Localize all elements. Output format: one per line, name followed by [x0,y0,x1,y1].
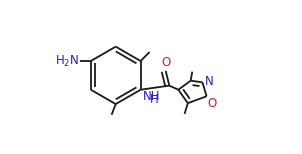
Text: H: H [150,93,159,106]
Text: H$_2$N: H$_2$N [55,53,79,69]
Text: N: N [204,75,213,88]
Text: O: O [161,56,170,69]
Text: O: O [208,97,217,110]
Text: NH: NH [143,90,161,103]
